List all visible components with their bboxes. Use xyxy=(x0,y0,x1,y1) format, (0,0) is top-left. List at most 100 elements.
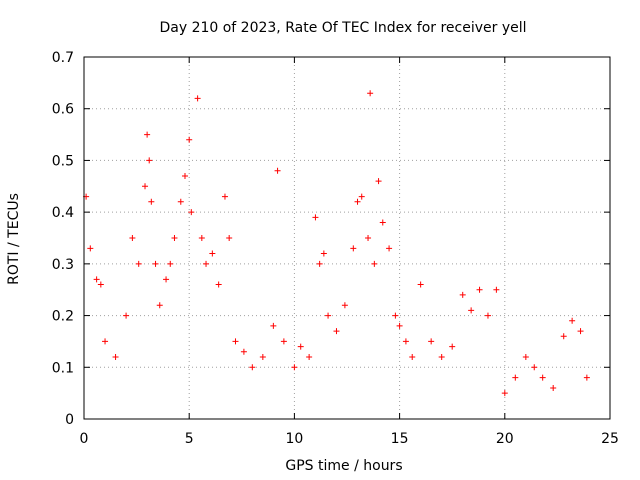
y-tick-label: 0.5 xyxy=(52,153,74,169)
data-point xyxy=(449,343,456,350)
data-point xyxy=(163,276,170,283)
data-point xyxy=(203,260,210,267)
data-point xyxy=(333,328,340,335)
data-point xyxy=(226,235,233,241)
data-point xyxy=(97,281,104,288)
data-point xyxy=(438,353,445,360)
data-point xyxy=(341,302,348,309)
data-point xyxy=(259,353,266,360)
data-point xyxy=(274,167,281,174)
data-point xyxy=(476,286,483,293)
data-point xyxy=(146,157,153,164)
data-point xyxy=(583,374,590,381)
data-point xyxy=(280,338,287,345)
data-point xyxy=(177,198,184,205)
data-point xyxy=(181,172,188,179)
data-point xyxy=(171,235,178,241)
data-point xyxy=(152,260,159,267)
data-point xyxy=(167,260,174,267)
data-point xyxy=(198,235,205,241)
data-point xyxy=(569,317,576,324)
y-tick-label: 0.7 xyxy=(52,50,74,66)
data-point xyxy=(375,178,382,185)
data-point xyxy=(215,281,222,288)
data-point xyxy=(539,374,546,381)
y-tick-label: 0.4 xyxy=(52,205,74,221)
data-point xyxy=(312,214,319,221)
y-tick-labels: 0 0.1 0.2 0.3 0.4 0.5 0.6 0.7 xyxy=(52,50,74,428)
data-point xyxy=(232,338,239,345)
data-point xyxy=(291,364,298,371)
data-point xyxy=(379,219,386,226)
y-axis-label: ROTI / TECUs xyxy=(6,193,22,285)
data-point xyxy=(468,307,475,314)
data-point xyxy=(522,353,529,360)
data-point xyxy=(396,322,403,329)
data-point xyxy=(129,235,136,241)
data-point xyxy=(365,235,372,241)
data-point xyxy=(156,302,163,309)
data-point xyxy=(194,95,201,102)
data-point xyxy=(240,348,247,355)
data-point xyxy=(102,338,109,345)
x-tick-labels: 0 5 10 15 20 25 xyxy=(80,431,619,447)
data-point xyxy=(306,353,313,360)
data-point xyxy=(358,193,365,200)
data-point xyxy=(367,90,374,97)
data-point xyxy=(484,312,491,319)
data-point xyxy=(87,245,94,252)
data-point xyxy=(316,260,323,267)
data-point xyxy=(459,291,466,298)
data-points xyxy=(83,90,590,397)
y-tick-label: 0.2 xyxy=(52,309,74,325)
x-tick-label: 10 xyxy=(285,431,303,447)
data-point xyxy=(512,374,519,381)
data-point xyxy=(577,328,584,335)
data-point xyxy=(386,245,393,252)
plot-frame xyxy=(83,56,611,420)
grid-lines xyxy=(84,57,610,419)
data-point xyxy=(144,131,151,138)
data-point xyxy=(93,276,100,283)
data-point xyxy=(142,183,149,190)
data-point xyxy=(209,250,216,257)
data-point xyxy=(371,260,378,267)
data-point xyxy=(409,353,416,360)
data-point xyxy=(221,193,228,200)
x-tick-label: 0 xyxy=(80,431,89,447)
data-point xyxy=(320,250,327,257)
data-point xyxy=(186,136,193,143)
y-tick-label: 0.3 xyxy=(52,257,74,273)
data-point xyxy=(428,338,435,345)
y-tick-label: 0.6 xyxy=(52,102,74,118)
y-tick-label: 0 xyxy=(65,412,74,428)
data-point xyxy=(112,353,119,360)
x-axis-label: GPS time / hours xyxy=(285,458,402,474)
data-point xyxy=(354,198,361,205)
data-point xyxy=(188,209,195,216)
y-tick-label: 0.1 xyxy=(52,360,74,376)
x-tick-label: 5 xyxy=(185,431,194,447)
x-tick-label: 20 xyxy=(496,431,514,447)
data-point xyxy=(249,364,256,371)
data-point xyxy=(417,281,424,288)
data-point xyxy=(493,286,500,293)
data-point xyxy=(392,312,399,319)
x-tick-label: 25 xyxy=(601,431,619,447)
data-point xyxy=(325,312,332,319)
data-point xyxy=(297,343,304,350)
data-point xyxy=(350,245,357,252)
data-point xyxy=(270,322,277,329)
data-point xyxy=(550,384,557,391)
data-point xyxy=(123,312,130,319)
data-point xyxy=(531,364,538,371)
data-point xyxy=(148,198,155,205)
data-point xyxy=(402,338,409,345)
data-point xyxy=(135,260,142,267)
data-point xyxy=(501,390,508,397)
data-point xyxy=(560,333,567,340)
x-tick-label: 15 xyxy=(391,431,409,447)
chart-title: Day 210 of 2023, Rate Of TEC Index for r… xyxy=(159,20,526,36)
